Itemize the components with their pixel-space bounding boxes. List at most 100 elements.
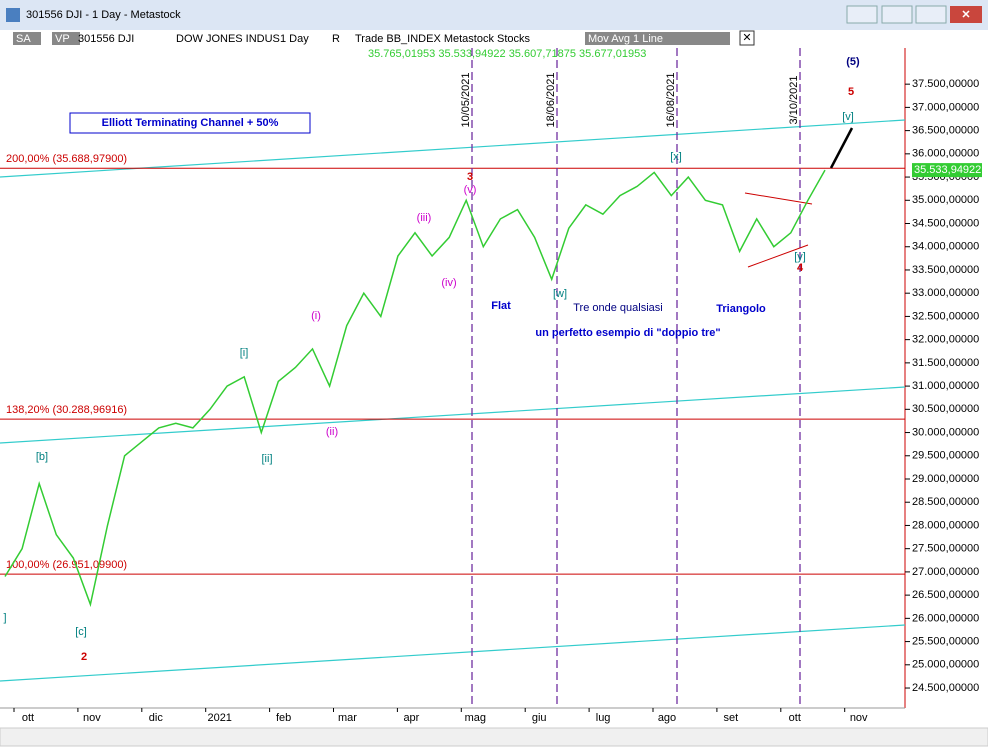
x-tick-label: mag <box>465 712 486 724</box>
annotation: 4 <box>797 262 804 274</box>
annotation: [c] <box>75 626 87 638</box>
annotation: Flat <box>491 300 511 312</box>
channel-line <box>0 624 906 682</box>
close-icon: ✕ <box>961 9 970 21</box>
annotation: Triangolo <box>716 303 766 315</box>
annotation: (v) <box>464 184 477 196</box>
x-tick-label: giu <box>532 712 547 724</box>
annotation: 3 <box>467 171 473 183</box>
y-tick-label: 30.000,00000 <box>912 426 979 438</box>
x-tick-label: 2021 <box>207 712 231 724</box>
last-price-box <box>912 163 982 178</box>
annotation: (5) <box>846 56 860 68</box>
button-maximize[interactable] <box>915 5 947 24</box>
y-tick-label: 33.000,00000 <box>912 287 979 299</box>
annotation: (ii) <box>326 426 338 438</box>
toolbar-item: R <box>332 33 340 45</box>
annotation: [ii] <box>262 453 273 465</box>
annotation: [x] <box>670 151 682 163</box>
button-minimize[interactable] <box>881 5 913 24</box>
y-tick-label: 26.000,00000 <box>912 612 979 624</box>
y-tick-label: 26.500,00000 <box>912 589 979 601</box>
y-tick-label: 36.500,00000 <box>912 125 979 137</box>
annotation: (iv) <box>441 277 456 289</box>
date-label: 18/06/2021 <box>545 72 557 127</box>
annotation: [b] <box>36 451 48 463</box>
annotation: [w] <box>553 288 567 300</box>
x-tick-label: ago <box>658 712 676 724</box>
annotation: (i) <box>311 310 321 322</box>
x-tick-label: mar <box>338 712 357 724</box>
x-tick-label: feb <box>276 712 291 724</box>
toolbar-box <box>13 32 41 45</box>
last-price: 35.533,94922 <box>914 164 981 176</box>
y-tick-label: 32.000,00000 <box>912 334 979 346</box>
annotation: [y] <box>794 251 806 263</box>
fib-label: 200,00% (35.688,97900) <box>6 153 127 165</box>
toolbar-item: 1 Day <box>280 33 309 45</box>
app-icon <box>6 8 20 22</box>
x-tick-label: nov <box>83 712 101 724</box>
y-tick-label: 25.000,00000 <box>912 659 979 671</box>
y-tick-label: 33.500,00000 <box>912 264 979 276</box>
y-tick-label: 28.000,00000 <box>912 519 979 531</box>
y-tick-label: 36.000,00000 <box>912 148 979 160</box>
y-tick-label: 29.000,00000 <box>912 473 979 485</box>
quote: 35.765,01953 35.533,94922 35.607,71875 3… <box>368 48 646 60</box>
toolbar-item: DOW JONES INDUS <box>176 33 280 45</box>
y-tick-label: 34.500,00000 <box>912 217 979 229</box>
button-restore[interactable] <box>846 5 878 24</box>
scrollbar[interactable] <box>0 727 988 747</box>
toolbar-item: Trade BB_INDEX Metastock Stocks <box>355 33 531 45</box>
date-label: 16/08/2021 <box>665 72 677 127</box>
annotation: Tre onde qualsiasi <box>573 302 662 314</box>
y-tick-label: 32.500,00000 <box>912 310 979 322</box>
fib-label: 138,20% (30.288,96916) <box>6 404 127 416</box>
date-label: 10/05/2021 <box>460 72 472 127</box>
toolbar-close[interactable] <box>739 30 755 46</box>
annotation: ] <box>3 612 6 624</box>
fib-label: 100,00% (26.951,09900) <box>6 559 127 571</box>
toolbar-item: SA <box>16 33 31 45</box>
annotation: [i] <box>240 347 249 359</box>
channel-title-box <box>69 112 311 134</box>
y-tick-label: 34.000,00000 <box>912 241 979 253</box>
triangle-line <box>747 244 809 268</box>
annotation: [v] <box>842 111 854 123</box>
toolbar-item: VP <box>55 33 70 45</box>
triangle-line <box>744 192 813 205</box>
date-label: 3/10/2021 <box>788 76 800 125</box>
channel-line <box>0 386 906 444</box>
x-tick-label: ott <box>789 712 801 724</box>
annotation: (iii) <box>417 212 432 224</box>
x-tick-label: ott <box>22 712 34 724</box>
y-tick-label: 31.000,00000 <box>912 380 979 392</box>
annotation: Elliott Terminating Channel + 50% <box>102 117 279 129</box>
x-tick-label: apr <box>403 712 419 724</box>
annotation: un perfetto esempio di "doppio tre" <box>535 327 720 339</box>
y-tick-label: 31.500,00000 <box>912 357 979 369</box>
title-bar <box>0 0 988 30</box>
y-tick-label: 28.500,00000 <box>912 496 979 508</box>
price-line <box>4 169 826 608</box>
x-tick-label: nov <box>850 712 868 724</box>
y-tick-label: 24.500,00000 <box>912 682 979 694</box>
y-tick-label: 37.000,00000 <box>912 101 979 113</box>
x-tick-label: set <box>724 712 739 724</box>
window-title: 301556 DJI - 1 Day - Metastock <box>26 9 181 21</box>
x-tick-label: dic <box>149 712 164 724</box>
toolbar-item: 301556 DJI <box>78 33 134 45</box>
annotation: 2 <box>81 651 87 663</box>
button-close[interactable] <box>950 6 982 23</box>
y-tick-label: 27.000,00000 <box>912 566 979 578</box>
toolbar-box <box>52 32 80 45</box>
y-tick-label: 29.500,00000 <box>912 450 979 462</box>
toolbar-item: Mov Avg 1 Line <box>588 33 663 45</box>
close-x: ✕ <box>742 32 751 44</box>
y-tick-label: 30.500,00000 <box>912 403 979 415</box>
channel-line <box>0 119 906 178</box>
y-tick-label: 35.000,00000 <box>912 194 979 206</box>
toolbar-box <box>585 32 730 45</box>
